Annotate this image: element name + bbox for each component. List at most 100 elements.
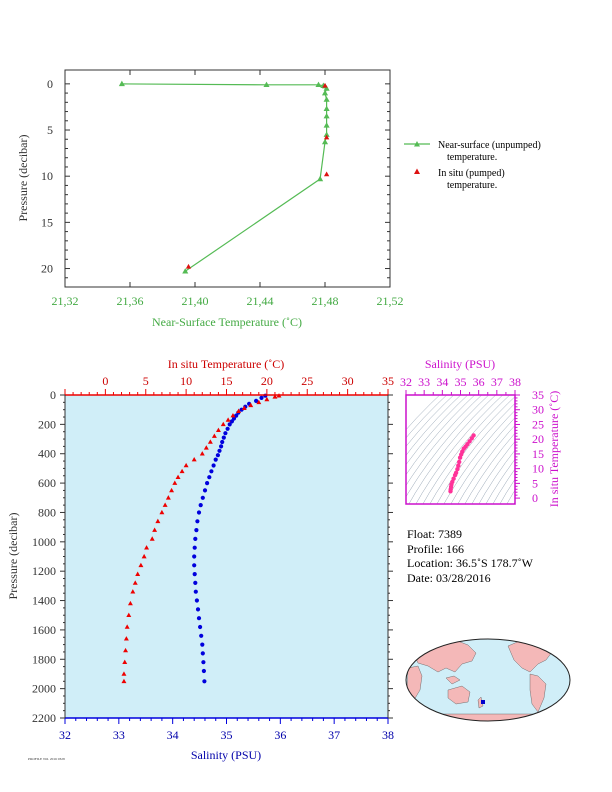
temperature-point [149,536,155,541]
salinity-tick-label: 33 [113,728,125,742]
ts-temperature-tick-label: 30 [532,403,544,417]
footer-note: PROFILE NO. 2016 0328 [28,757,65,761]
temperature-point [172,480,178,485]
salinity-point [217,448,222,453]
temperature-point [241,405,247,411]
top-y-axis-label: Pressure (decibar) [16,135,30,222]
temperature-tick-label: 30 [342,374,354,388]
pressure-tick-label: 400 [38,447,56,461]
top-y-tick-label: 0 [47,77,53,91]
temperature-point [183,462,189,468]
ts-point [471,433,476,438]
salinity-point [192,554,197,559]
pressure-tick-label: 1200 [32,564,56,578]
temperature-point [124,624,130,629]
salinity-point [192,545,197,550]
salinity-tick-label: 38 [382,728,394,742]
temperature-point [132,580,138,585]
salinity-point [196,510,202,515]
ts-contour-line [406,395,482,486]
salinity-point [199,633,204,638]
near-surface-point [323,112,330,119]
ts-temperature-tick-label: 0 [532,491,538,505]
temperature-point [135,571,141,576]
temperature-point [236,408,242,413]
top-y-tick-label: 5 [47,123,53,137]
ts-point [451,476,456,481]
temperature-point [248,402,254,408]
ts-temperature-tick-label: 10 [532,462,544,476]
top-x-axis-label: Near-Surface Temperature (˚C) [152,315,302,329]
salinity-point [193,580,198,586]
salinity-point [193,589,198,594]
salinity-point [209,469,214,474]
near-surface-temperature-chart: 21,32 21,36 21,40 21,44 21,48 21,52 0 5 10 15 20 N… [16,69,404,329]
salinity-point [223,431,228,436]
ts-point [455,467,460,472]
temperature-point [220,421,226,427]
salinity-point [202,488,208,493]
salinity-point [229,419,234,424]
legend-label-near-surface-line2: temperature. [447,152,497,163]
near-surface-point [315,81,322,88]
ts-contour-line [406,395,461,456]
float-location-marker [481,700,485,704]
top-plot-frame [64,69,391,288]
top-x-tick-label: 21,52 [377,294,404,308]
ts-contour-line [436,403,515,504]
temperature-tick-label: 15 [221,374,233,388]
float-id: Float: 7389 [407,527,463,541]
legend-marker-near-surface [414,141,420,147]
top-chart-legend: Near-surface (unpumped) temperature. In … [404,140,541,191]
salinity-tick-label: 36 [274,728,286,742]
salinity-point [213,457,218,462]
legend-label-insitu-line2: temperature. [447,180,497,191]
near-surface-point [317,175,324,182]
world-map-inset [405,638,571,722]
ts-temperature-axis-label: In situ Temperature (˚C) [547,391,561,508]
salinity-tick-label: 35 [221,728,233,742]
ts-temperature-tick-label: 20 [532,432,544,446]
salinity-point [192,572,197,577]
near-surface-point [321,89,329,96]
salinity-point [231,416,237,421]
salinity-point [198,503,203,508]
temperature-tick-label: 35 [382,374,394,388]
ts-contour-line [471,441,515,504]
temperature-point [141,553,147,559]
temperature-point [121,671,127,676]
ts-salinity-tick-label: 35 [455,375,467,389]
float-location: Location: 36.5˚S 178.7˚W [407,556,533,570]
salinity-point [194,528,199,533]
profile-date: Date: 03/28/2016 [407,570,491,585]
salinity-point [195,607,201,612]
ts-contour-line [406,395,489,498]
temperature-point [127,600,133,606]
temperature-point [152,527,158,532]
salinity-point [202,679,207,684]
ts-contour-line [492,468,515,504]
salinity-point [195,519,200,524]
temperature-point [272,394,278,399]
ts-salinity-axis-label: Salinity (PSU) [425,357,495,371]
pressure-tick-label: 600 [38,476,56,490]
salinity-point [205,481,210,486]
temperature-point [225,417,231,422]
temperature-point [130,589,136,594]
salinity-tick-label: 34 [167,728,179,742]
near-surface-point [182,268,189,274]
salinity-point [200,642,205,647]
temperature-point [155,518,161,524]
temperature-point [175,474,181,480]
legend-marker-insitu [414,168,420,174]
salinity-point [200,651,205,656]
pressure-tick-label: 1000 [32,535,56,549]
insitu-point [323,171,330,177]
pressure-tick-label: 2200 [32,711,56,725]
ts-contour-line [429,396,515,504]
insitu-point [185,263,192,269]
ts-temperature-tick-label: 5 [532,476,538,490]
main-y-axis-label: Pressure (decibar) [6,513,20,600]
top-y-tick-label: 20 [41,262,53,276]
